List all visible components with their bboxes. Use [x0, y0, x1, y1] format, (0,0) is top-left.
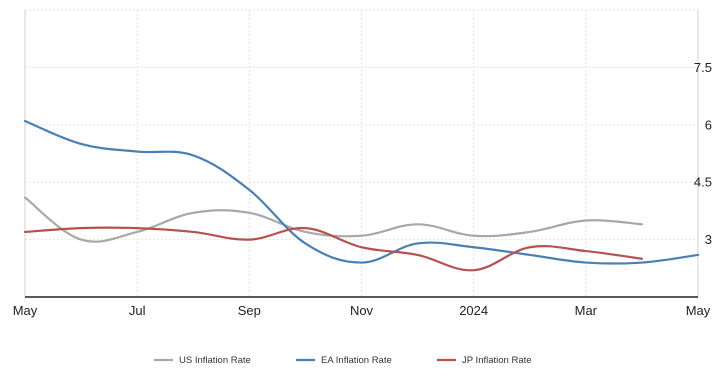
legend-label: US Inflation Rate [179, 355, 251, 366]
y-axis-ticks: 3 4.5 6 7.5 [694, 60, 712, 247]
grid [24, 9, 699, 297]
legend-label: EA Inflation Rate [321, 355, 392, 366]
x-tick-label: Jul [129, 303, 146, 318]
x-tick-label: May [686, 303, 711, 318]
legend-item: JP Inflation Rate [437, 355, 532, 366]
series-line-us-inflation-rate [23, 196, 644, 243]
legend-item: US Inflation Rate [154, 355, 251, 366]
x-tick-label: 2024 [459, 303, 488, 318]
y-tick-label: 4.5 [694, 175, 712, 190]
y-tick-label: 6 [705, 117, 712, 132]
x-tick-label: Nov [350, 303, 374, 318]
x-axis-ticks: May Jul Sep Nov 2024 Mar May [13, 303, 711, 318]
y-tick-label: 7.5 [694, 60, 712, 75]
x-tick-label: May [13, 303, 38, 318]
x-tick-label: Mar [575, 303, 598, 318]
series-line-jp-inflation-rate [23, 226, 644, 272]
axes [24, 10, 699, 298]
legend-label: JP Inflation Rate [462, 355, 532, 366]
legend: US Inflation Rate EA Inflation Rate JP Inf… [154, 355, 532, 366]
series-lines [23, 119, 700, 272]
legend-item: EA Inflation Rate [296, 355, 392, 366]
series-line-ea-inflation-rate [23, 119, 700, 265]
x-tick-label: Sep [238, 303, 261, 318]
y-tick-label: 3 [705, 232, 712, 247]
